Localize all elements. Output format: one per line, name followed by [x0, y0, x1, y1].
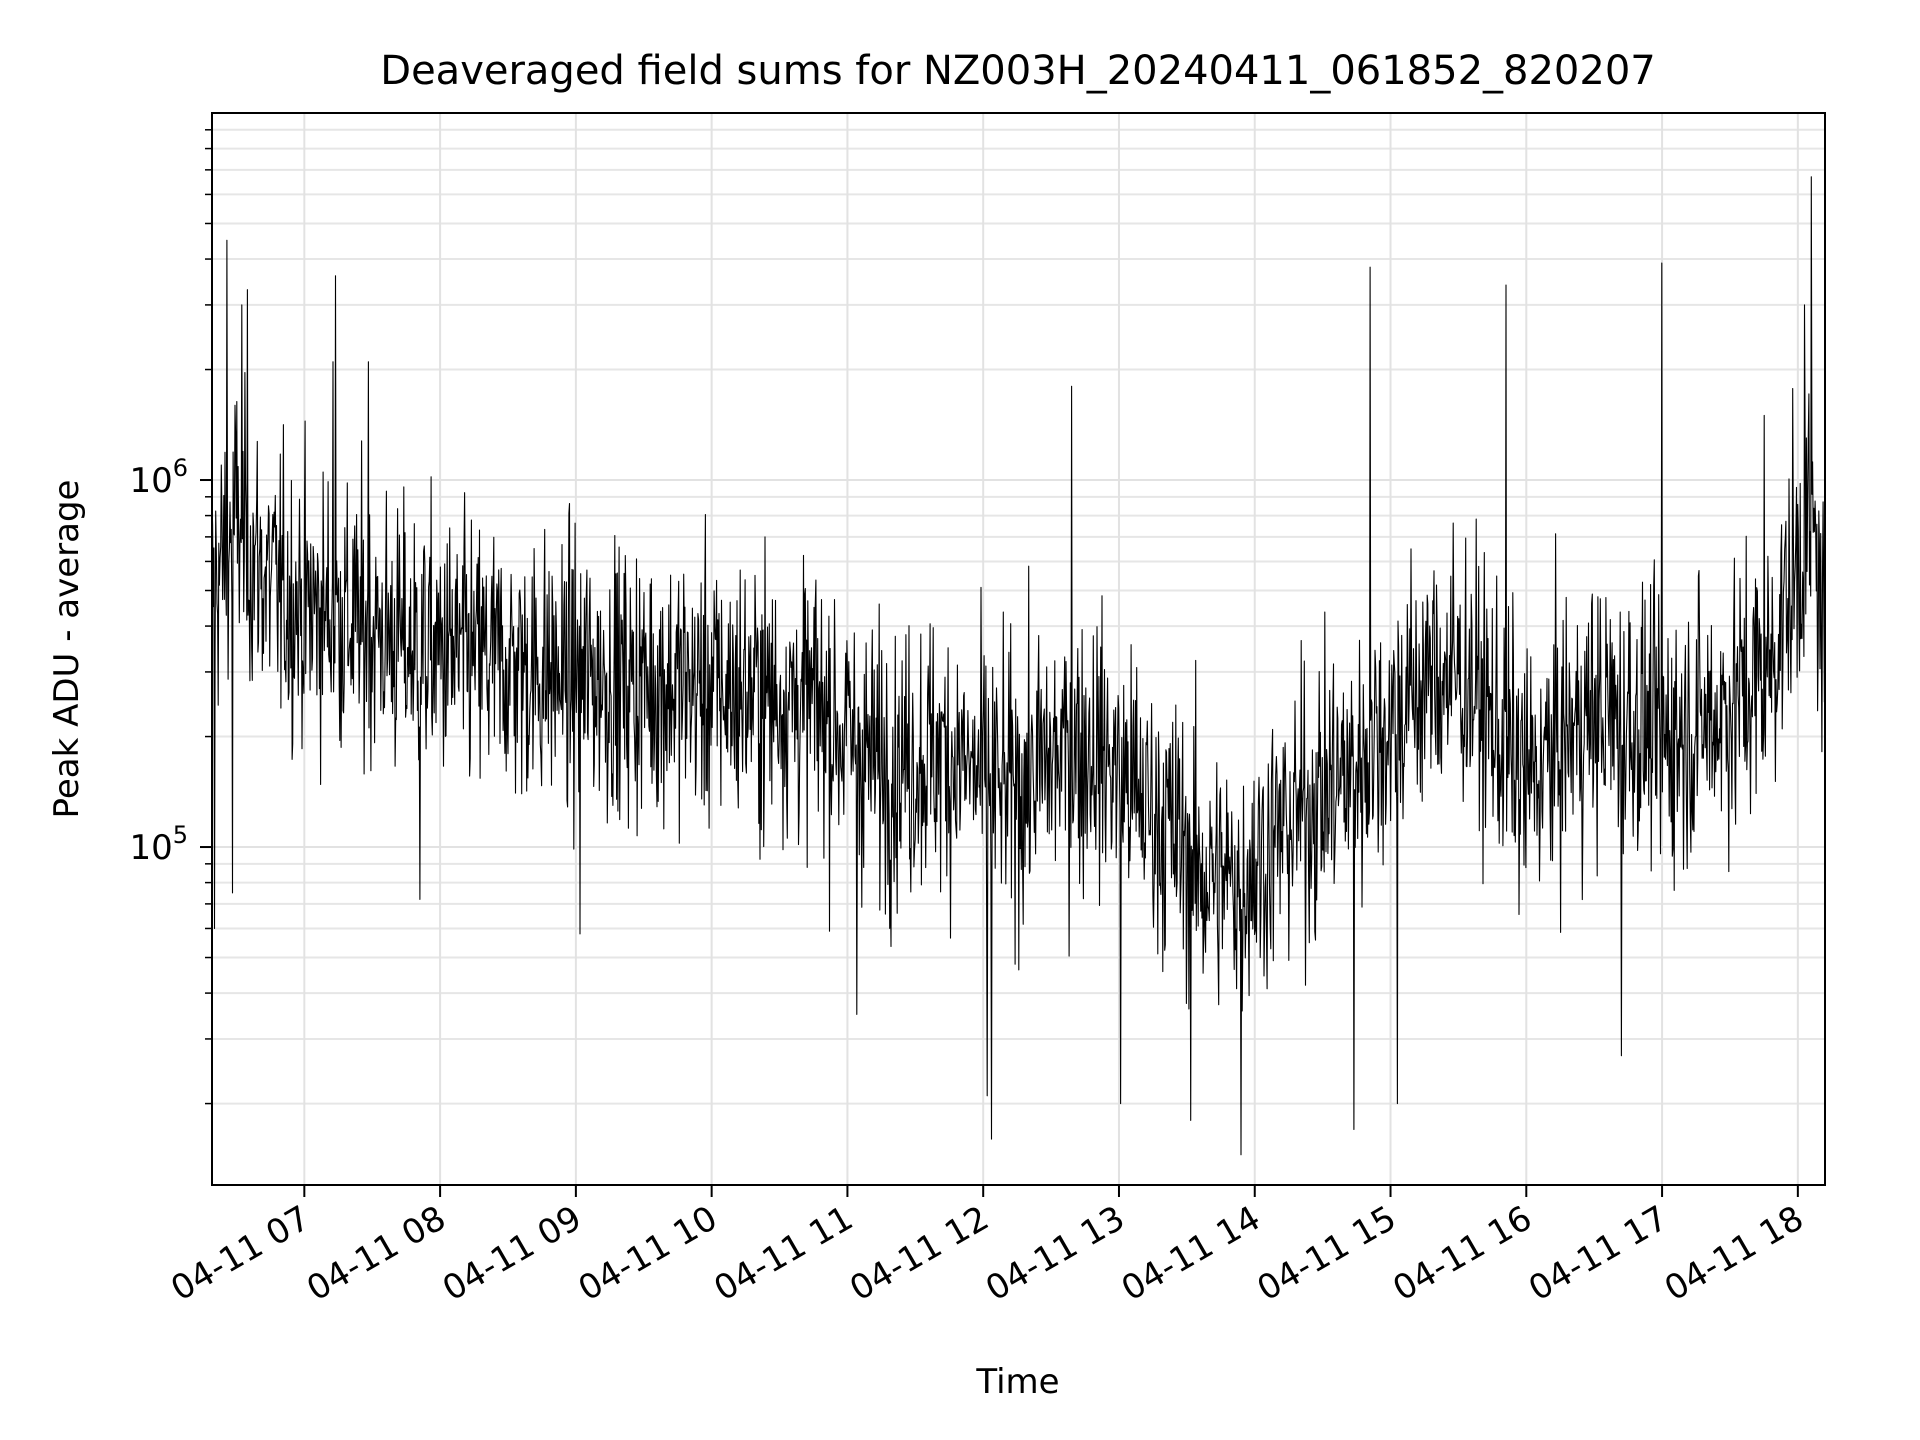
x-axis-label: Time: [975, 1362, 1059, 1402]
y-tick-label: 106: [129, 454, 188, 501]
chart-title: Deaveraged field sums for NZ003H_2024041…: [380, 48, 1655, 94]
y-axis-ticks: 105 106: [129, 129, 212, 1105]
series-layer: [211, 176, 1826, 1156]
series-line: [211, 176, 1826, 1156]
y-axis-label: Peak ADU - average: [47, 480, 87, 819]
plot-frame: [211, 112, 1826, 1186]
y-tick-label: 105: [129, 821, 188, 868]
